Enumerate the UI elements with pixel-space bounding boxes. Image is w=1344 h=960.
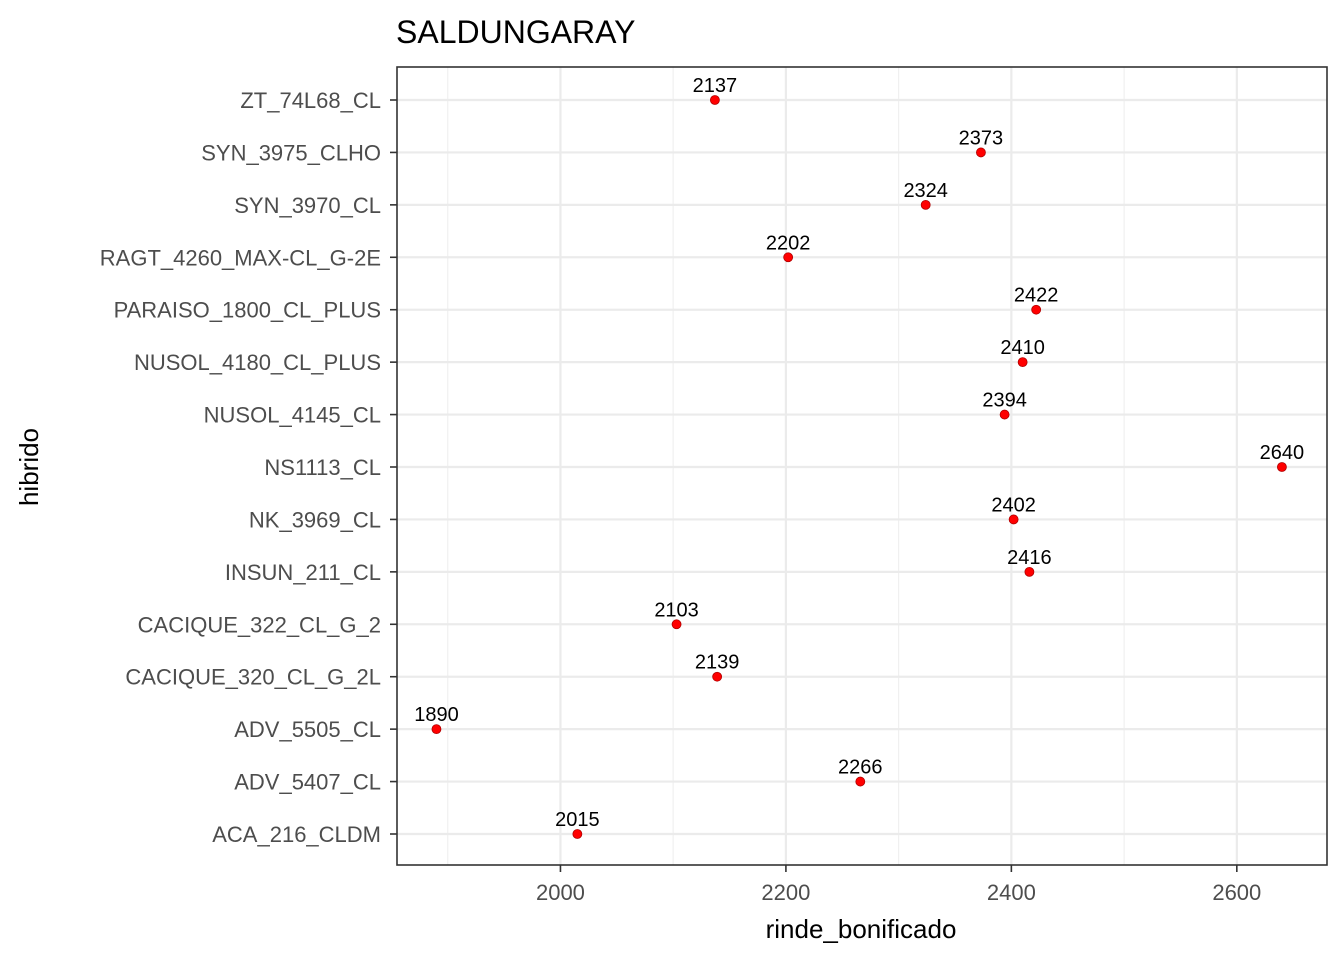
data-label: 2416: [1007, 547, 1052, 569]
x-axis: 2000 2200 2400 2600: [536, 865, 1261, 905]
y-tick-label: NUSOL_4145_CL: [204, 403, 381, 428]
data-point: [920, 199, 931, 210]
data-point: [855, 776, 866, 787]
data-point: [572, 829, 583, 839]
y-tick-label: PARAISO_1800_CL_PLUS: [114, 298, 381, 323]
chart-title: SALDUNGARAY: [396, 14, 635, 50]
data-label: 2103: [654, 599, 699, 621]
data-label: 2324: [903, 180, 948, 202]
data-point: [431, 724, 442, 735]
x-tick-label: 2400: [987, 880, 1036, 905]
data-label: 2373: [959, 127, 1004, 149]
y-tick-label: INSUN_211_CL: [225, 560, 381, 585]
y-tick-label: ADV_5505_CL: [234, 717, 381, 742]
x-axis-title: rinde_bonificado: [766, 914, 957, 944]
data-label: 2266: [838, 757, 883, 779]
data-point: [671, 619, 682, 630]
data-point: [1008, 514, 1019, 525]
x-tick-label: 2000: [536, 880, 585, 905]
y-tick-label: NS1113_CL: [264, 455, 381, 480]
data-label: 2139: [695, 652, 740, 674]
data-label: 2137: [693, 75, 738, 97]
data-label: 2202: [766, 232, 811, 254]
data-point: [1024, 566, 1035, 577]
y-tick-label: SYN_3975_CLHO: [201, 140, 381, 165]
y-axis: ACA_216_CLDM ADV_5407_CL ADV_5505_CL CACIQU…: [100, 88, 397, 847]
y-tick-label: ADV_5407_CL: [234, 770, 381, 795]
data-label: 2422: [1014, 285, 1059, 307]
y-tick-label: CACIQUE_322_CL_G_2: [138, 612, 381, 637]
data-point: [1017, 357, 1028, 368]
data-label: 2640: [1260, 442, 1305, 464]
data-point: [712, 671, 723, 682]
data-point: [783, 252, 794, 263]
data-point: [1277, 462, 1287, 472]
x-tick-label: 2600: [1212, 880, 1261, 905]
y-tick-label: NUSOL_4180_CL_PLUS: [134, 350, 381, 375]
data-label: 2410: [1000, 337, 1045, 359]
data-label: 2394: [982, 390, 1027, 412]
y-tick-label: CACIQUE_320_CL_G_2L: [125, 665, 381, 690]
y-tick-label: NK_3969_CL: [249, 507, 381, 532]
data-points: [431, 95, 1287, 839]
data-labels: 2015 2266 1890 2139 2103 2416 2402 2640 2394 2410…: [414, 75, 1304, 831]
data-label: 1890: [414, 704, 459, 726]
y-tick-label: ZT_74L68_CL: [240, 88, 381, 113]
data-label: 2015: [555, 809, 600, 831]
plot-panel-border: [396, 66, 1328, 866]
data-label: 2402: [991, 494, 1036, 516]
y-tick-label: SYN_3970_CL: [234, 193, 381, 218]
y-tick-label: ACA_216_CLDM: [212, 822, 381, 847]
y-tick-label: RAGT_4260_MAX-CL_G-2E: [100, 245, 381, 270]
data-point: [1031, 304, 1042, 315]
y-axis-title: hibrido: [14, 428, 44, 506]
data-point: [976, 147, 986, 158]
data-point: [709, 95, 720, 105]
grid-major: [397, 67, 1327, 865]
data-point: [999, 409, 1010, 420]
x-tick-label: 2200: [761, 880, 810, 905]
